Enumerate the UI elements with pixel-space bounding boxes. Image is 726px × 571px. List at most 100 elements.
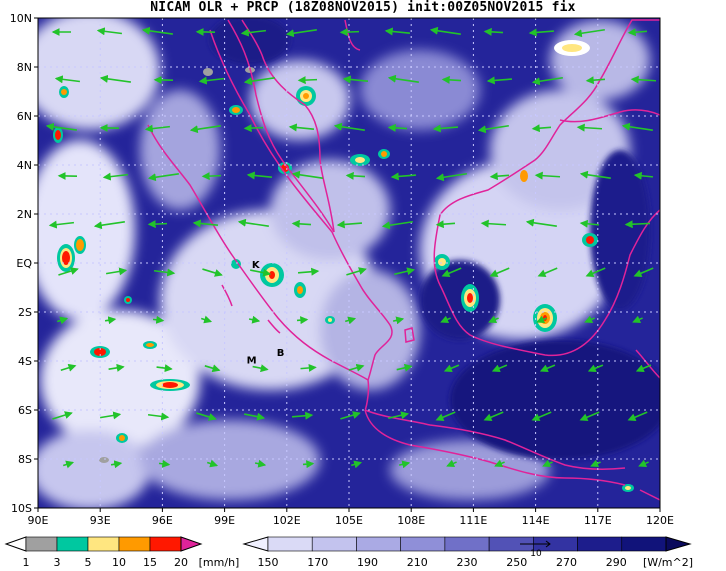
olr-colorbar: 150 170 190 210 230 250 270 290 [W/m^2] 10 bbox=[242, 536, 693, 569]
y-tick-label: 10N bbox=[10, 12, 32, 25]
x-tick-label: 120E bbox=[646, 514, 674, 527]
precip-colorbar-end bbox=[180, 536, 203, 552]
graticule bbox=[38, 18, 660, 508]
olr-colorbar-swatch bbox=[621, 536, 667, 552]
place-marker-label: M bbox=[247, 355, 257, 366]
x-tick-label: 102E bbox=[273, 514, 301, 527]
y-tick-label: 8N bbox=[17, 61, 32, 74]
thailand-coast bbox=[344, 19, 361, 51]
wind-arrow bbox=[624, 220, 651, 229]
wind-arrow bbox=[297, 267, 320, 276]
wind-arrow bbox=[388, 411, 410, 420]
wind-arrow bbox=[384, 27, 411, 36]
wind-arrow bbox=[584, 315, 595, 324]
olr-colorbar-label: 210 bbox=[407, 556, 428, 569]
wind-arrow bbox=[300, 363, 317, 372]
wind-arrow bbox=[198, 76, 225, 85]
wind-arrow bbox=[477, 124, 509, 134]
wind-arrow bbox=[585, 76, 606, 85]
precip-colorbar-label: 3 bbox=[54, 556, 61, 569]
wind-arrow bbox=[54, 75, 81, 84]
wind-arrow bbox=[248, 315, 261, 324]
sulawesi-coast bbox=[635, 349, 660, 379]
wind-arrow bbox=[488, 315, 499, 324]
wind-arrow bbox=[350, 460, 363, 469]
precip-colorbar-swatch bbox=[25, 536, 58, 552]
wind-arrow bbox=[539, 364, 556, 373]
wind-arrow bbox=[240, 28, 267, 37]
wind-arrow bbox=[100, 411, 122, 420]
wind-arrow bbox=[528, 28, 555, 37]
wind-arrow bbox=[62, 460, 75, 469]
olr-colorbar-swatch bbox=[577, 536, 623, 552]
y-tick-label: EQ bbox=[16, 257, 32, 270]
x-tick-label: 105E bbox=[335, 514, 363, 527]
wind-vectors bbox=[45, 26, 657, 469]
wind-arrow bbox=[93, 221, 125, 230]
precip-colorbar-swatch bbox=[118, 536, 151, 552]
x-tick-label: 96E bbox=[152, 514, 173, 527]
wind-arrow bbox=[635, 364, 652, 373]
y-tick-label: 6N bbox=[17, 110, 32, 123]
wind-arrow bbox=[291, 411, 314, 420]
wind-arrow bbox=[102, 172, 129, 181]
wind-arrow bbox=[252, 364, 269, 373]
wind-arrow bbox=[291, 170, 323, 180]
wind-arrow bbox=[627, 28, 648, 37]
wind-arrow bbox=[288, 123, 315, 132]
wind-arrow bbox=[394, 267, 416, 276]
wind-arrow bbox=[494, 459, 505, 468]
wind-arrow bbox=[441, 267, 462, 277]
wind-arrow bbox=[396, 363, 413, 372]
wind-arrow bbox=[483, 27, 504, 36]
wind-arrow bbox=[336, 220, 363, 229]
wind-arrow bbox=[96, 27, 123, 36]
wind-arrow bbox=[200, 315, 213, 324]
y-tick-label: 4N bbox=[17, 159, 32, 172]
wind-arrow bbox=[153, 268, 176, 277]
wind-arrow bbox=[446, 459, 457, 468]
y-tick-label: 6S bbox=[18, 404, 32, 417]
olr-colorbar-label: 190 bbox=[357, 556, 378, 569]
wind-arrow bbox=[576, 123, 603, 132]
wind-arrow bbox=[58, 267, 79, 276]
wind-arrow bbox=[60, 363, 77, 372]
wind-arrow bbox=[147, 173, 179, 182]
wind-arrow bbox=[237, 218, 269, 228]
wind-arrow bbox=[346, 267, 367, 276]
wind-arrow bbox=[196, 412, 217, 421]
wind-arrow bbox=[52, 411, 73, 420]
wind-arrow bbox=[486, 76, 513, 85]
wind-arrow bbox=[579, 170, 611, 180]
olr-colorbar-start bbox=[242, 536, 269, 552]
olr-colorbar-label: 250 bbox=[506, 556, 527, 569]
wind-arrow bbox=[296, 316, 309, 325]
olr-colorbar-label: 290 bbox=[606, 556, 627, 569]
malay-peninsula-east bbox=[241, 19, 335, 233]
wind-arrow bbox=[579, 411, 600, 421]
wind-arrow bbox=[302, 460, 315, 469]
borneo-south bbox=[433, 209, 660, 357]
x-tick-label: 99E bbox=[214, 514, 235, 527]
olr-colorbar-label: 170 bbox=[307, 556, 328, 569]
precip-cells bbox=[53, 40, 634, 492]
borneo-north bbox=[439, 19, 660, 216]
wind-arrow bbox=[627, 411, 648, 421]
olr-colorbar-swatch bbox=[444, 536, 490, 552]
wind-arrow bbox=[152, 315, 165, 324]
wind-arrow bbox=[590, 459, 601, 468]
wind-arrow bbox=[144, 124, 171, 133]
olr-deep-clear bbox=[210, 18, 660, 460]
wind-arrow bbox=[480, 219, 507, 228]
x-tick-label: 93E bbox=[90, 514, 111, 527]
wind-arrow bbox=[489, 172, 510, 181]
reference-arrow-label: 10 bbox=[530, 549, 542, 559]
wind-arrow bbox=[633, 267, 654, 277]
wind-arrow bbox=[587, 364, 604, 373]
y-tick-label: 4S bbox=[18, 355, 32, 368]
wind-arrow bbox=[435, 411, 456, 421]
wind-arrow bbox=[45, 122, 77, 131]
wind-arrow bbox=[443, 364, 460, 373]
olr-colorbar-label: 150 bbox=[258, 556, 279, 569]
